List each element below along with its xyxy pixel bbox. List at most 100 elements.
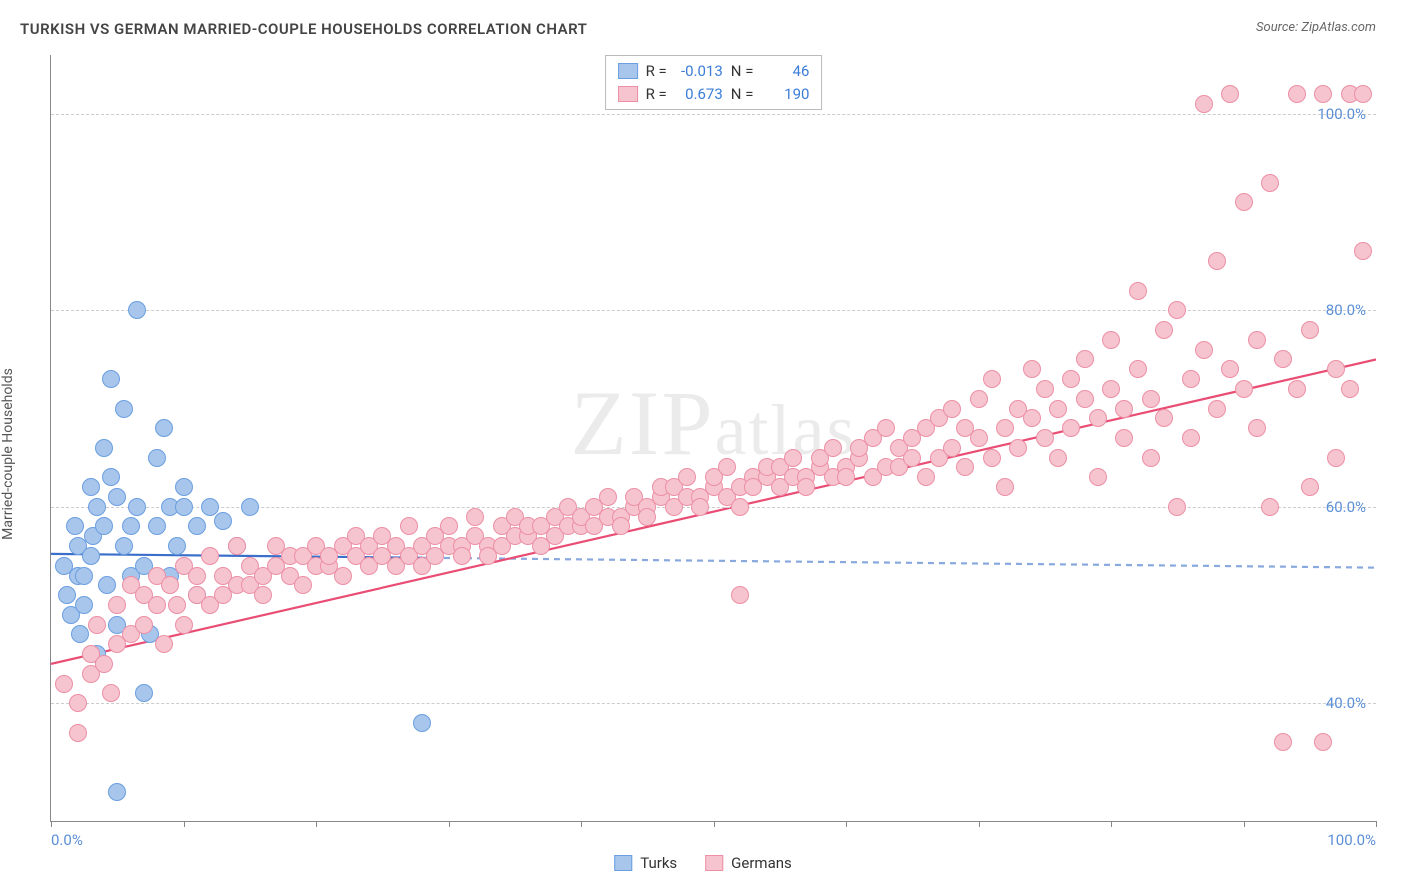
- data-point: [943, 400, 961, 418]
- data-point: [66, 517, 84, 535]
- data-point: [95, 439, 113, 457]
- data-point: [82, 478, 100, 496]
- data-point: [824, 439, 842, 457]
- data-point: [102, 684, 120, 702]
- data-point: [612, 517, 630, 535]
- data-point: [758, 468, 776, 486]
- data-point: [201, 596, 219, 614]
- y-tick-label: 100.0%: [1317, 105, 1366, 123]
- data-point: [824, 468, 842, 486]
- data-point: [148, 596, 166, 614]
- y-tick-label: 80.0%: [1326, 301, 1366, 319]
- data-point: [1115, 429, 1133, 447]
- data-point: [956, 419, 974, 437]
- data-point: [161, 498, 179, 516]
- data-point: [294, 547, 312, 565]
- data-point: [228, 576, 246, 594]
- data-point: [241, 498, 259, 516]
- data-point: [1288, 380, 1306, 398]
- data-point: [440, 537, 458, 555]
- r-value-germans: 0.673: [675, 83, 723, 106]
- data-point: [983, 370, 1001, 388]
- series-legend: Turks Germans: [614, 854, 792, 872]
- data-point: [1009, 439, 1027, 457]
- data-point: [102, 468, 120, 486]
- data-point: [996, 478, 1014, 496]
- data-point: [890, 458, 908, 476]
- data-point: [95, 517, 113, 535]
- data-point: [334, 567, 352, 585]
- data-point: [546, 508, 564, 526]
- data-point: [426, 547, 444, 565]
- data-point: [168, 596, 186, 614]
- data-point: [254, 567, 272, 585]
- data-point: [148, 449, 166, 467]
- data-point: [1089, 468, 1107, 486]
- data-point: [294, 576, 312, 594]
- r-label: R =: [646, 83, 667, 106]
- data-point: [1327, 449, 1345, 467]
- data-point: [88, 645, 106, 663]
- data-point: [69, 537, 87, 555]
- data-point: [837, 468, 855, 486]
- data-point: [638, 498, 656, 516]
- x-tick: [1376, 821, 1377, 827]
- data-point: [678, 488, 696, 506]
- data-point: [625, 488, 643, 506]
- correlation-legend: R = -0.013 N = 46 R = 0.673 N = 190: [605, 55, 823, 110]
- data-point: [705, 468, 723, 486]
- data-point: [413, 557, 431, 575]
- data-point: [559, 498, 577, 516]
- data-point: [758, 458, 776, 476]
- data-point: [718, 488, 736, 506]
- data-point: [307, 537, 325, 555]
- data-point: [62, 606, 80, 624]
- data-point: [254, 586, 272, 604]
- data-point: [228, 537, 246, 555]
- gridline: [51, 507, 1376, 508]
- data-point: [413, 714, 431, 732]
- legend-row-germans: R = 0.673 N = 190: [618, 83, 810, 106]
- watermark: ZIPatlas: [571, 370, 857, 476]
- data-point: [1301, 321, 1319, 339]
- data-point: [890, 439, 908, 457]
- plot-area: ZIPatlas R = -0.013 N = 46 R = 0.673 N =…: [50, 55, 1376, 822]
- data-point: [1327, 360, 1345, 378]
- data-point: [98, 576, 116, 594]
- data-point: [970, 390, 988, 408]
- r-label: R =: [646, 60, 667, 83]
- data-point: [82, 645, 100, 663]
- x-tick: [316, 821, 317, 827]
- legend-label-turks: Turks: [640, 854, 677, 872]
- data-point: [88, 498, 106, 516]
- data-point: [135, 616, 153, 634]
- data-point: [115, 537, 133, 555]
- data-point: [784, 449, 802, 467]
- data-point: [1195, 95, 1213, 113]
- y-axis-label: Married-couple Households: [0, 368, 16, 540]
- data-point: [943, 439, 961, 457]
- data-point: [1115, 400, 1133, 418]
- data-point: [493, 517, 511, 535]
- y-tick-label: 60.0%: [1326, 498, 1366, 516]
- data-point: [784, 468, 802, 486]
- data-point: [128, 301, 146, 319]
- data-point: [1261, 498, 1279, 516]
- data-point: [108, 596, 126, 614]
- data-point: [320, 557, 338, 575]
- data-point: [532, 517, 550, 535]
- data-point: [267, 557, 285, 575]
- data-point: [102, 370, 120, 388]
- data-point: [1354, 85, 1372, 103]
- data-point: [718, 458, 736, 476]
- n-label: N =: [731, 83, 754, 106]
- data-point: [122, 567, 140, 585]
- data-point: [155, 419, 173, 437]
- data-point: [88, 616, 106, 634]
- data-point: [1261, 174, 1279, 192]
- data-point: [731, 586, 749, 604]
- data-point: [1102, 331, 1120, 349]
- data-point: [1341, 85, 1359, 103]
- data-point: [917, 419, 935, 437]
- data-point: [188, 567, 206, 585]
